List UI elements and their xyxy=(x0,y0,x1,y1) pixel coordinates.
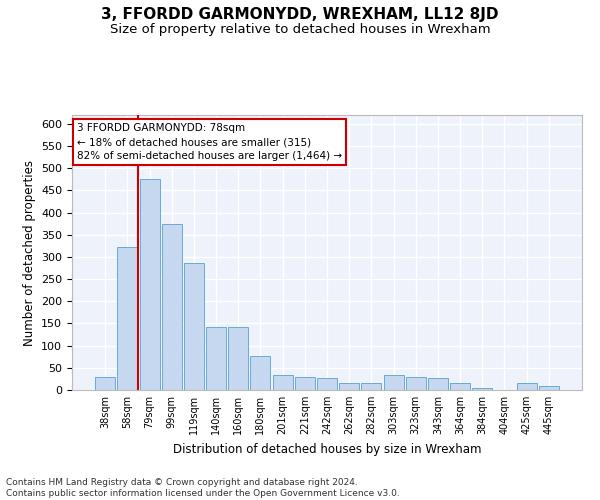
Bar xyxy=(250,356,271,390)
Bar xyxy=(383,376,404,390)
Bar xyxy=(428,378,448,390)
Text: 3 FFORDD GARMONYDD: 78sqm
← 18% of detached houses are smaller (315)
82% of semi: 3 FFORDD GARMONYDD: 78sqm ← 18% of detac… xyxy=(77,123,342,161)
Bar xyxy=(539,386,559,390)
Bar xyxy=(450,384,470,390)
Text: Distribution of detached houses by size in Wrexham: Distribution of detached houses by size … xyxy=(173,442,481,456)
Text: 3, FFORDD GARMONYDD, WREXHAM, LL12 8JD: 3, FFORDD GARMONYDD, WREXHAM, LL12 8JD xyxy=(101,8,499,22)
Bar xyxy=(406,376,426,390)
Bar xyxy=(317,378,337,390)
Bar xyxy=(184,262,204,390)
Bar xyxy=(272,376,293,390)
Bar xyxy=(206,326,226,390)
Bar xyxy=(118,247,137,390)
Bar xyxy=(517,384,536,390)
Text: Contains HM Land Registry data © Crown copyright and database right 2024.
Contai: Contains HM Land Registry data © Crown c… xyxy=(6,478,400,498)
Bar xyxy=(339,384,359,390)
Bar xyxy=(162,224,182,390)
Bar xyxy=(95,376,115,390)
Text: Size of property relative to detached houses in Wrexham: Size of property relative to detached ho… xyxy=(110,22,490,36)
Bar xyxy=(140,180,160,390)
Bar xyxy=(228,326,248,390)
Y-axis label: Number of detached properties: Number of detached properties xyxy=(23,160,35,346)
Bar xyxy=(361,384,382,390)
Bar xyxy=(295,376,315,390)
Bar xyxy=(472,388,492,390)
